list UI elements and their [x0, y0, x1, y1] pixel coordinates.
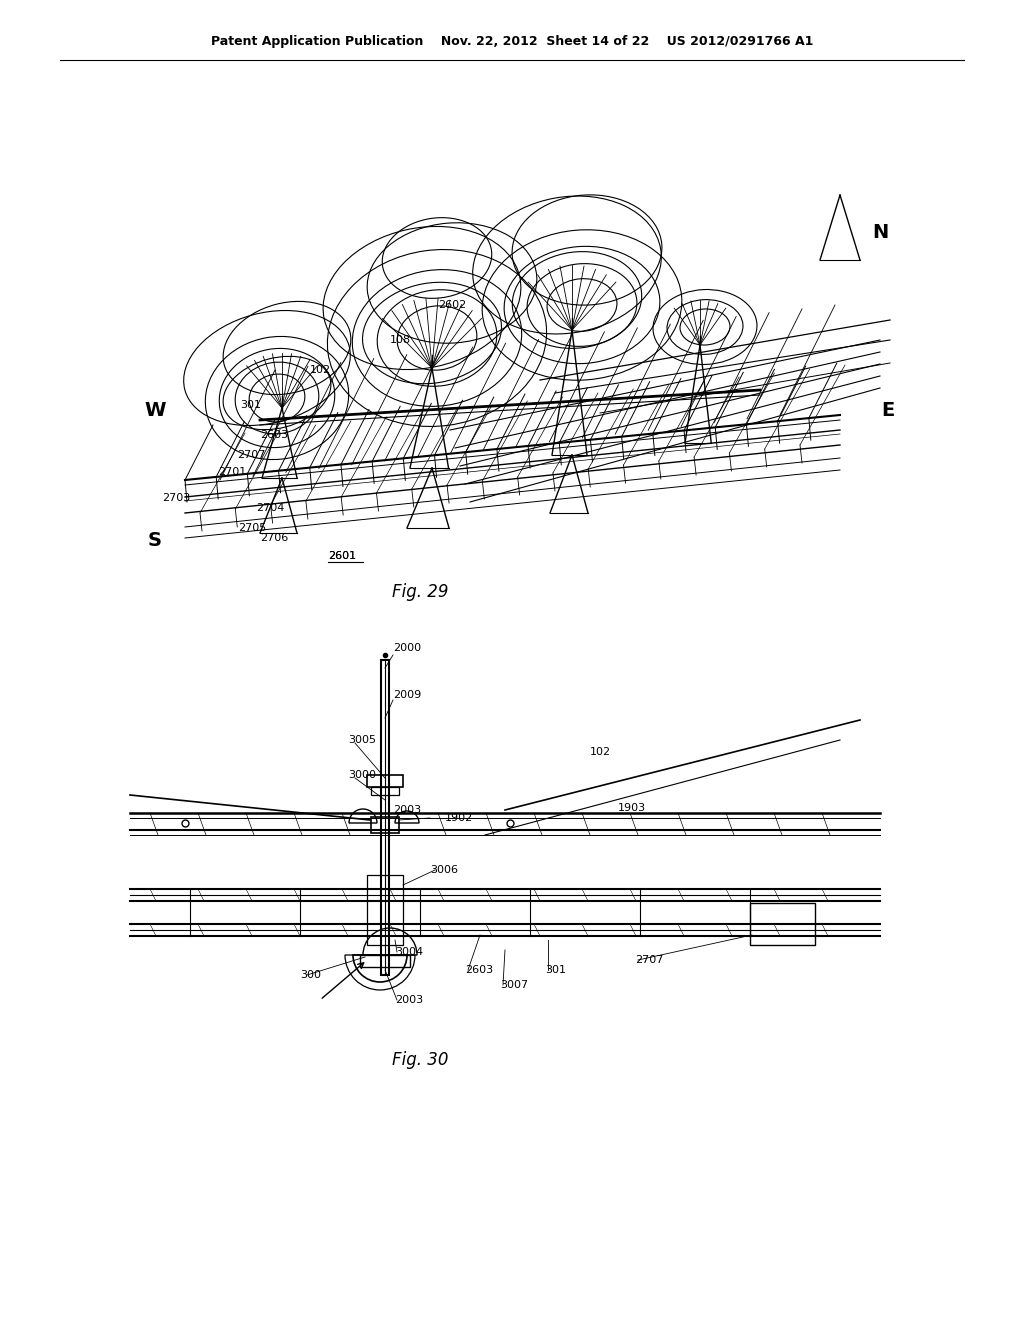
Bar [360, 954, 410, 968]
Text: 2602: 2602 [438, 300, 466, 310]
Bar [371, 787, 399, 795]
Text: 2009: 2009 [393, 690, 421, 700]
Text: 2704: 2704 [256, 503, 285, 513]
Text: 2703: 2703 [162, 492, 190, 503]
Text: 1903: 1903 [618, 803, 646, 813]
Text: 3000: 3000 [348, 770, 376, 780]
Text: Patent Application Publication    Nov. 22, 2012  Sheet 14 of 22    US 2012/02917: Patent Application Publication Nov. 22, … [211, 36, 813, 49]
Bar [381, 660, 389, 975]
Text: 2705: 2705 [238, 523, 266, 533]
Bar [367, 875, 403, 945]
Text: 1902: 1902 [445, 813, 473, 822]
Text: 2601: 2601 [328, 550, 356, 561]
Text: E: E [882, 400, 895, 420]
Text: 2000: 2000 [393, 643, 421, 653]
Text: 2603: 2603 [260, 430, 288, 440]
Text: 102: 102 [590, 747, 611, 756]
Bar [371, 817, 399, 833]
Text: 3004: 3004 [395, 946, 423, 957]
Text: 2601: 2601 [328, 550, 356, 561]
Bar [367, 775, 403, 787]
Text: 3007: 3007 [500, 979, 528, 990]
Text: 300: 300 [300, 970, 321, 979]
Text: 2707: 2707 [237, 450, 265, 459]
Text: 301: 301 [240, 400, 261, 411]
Text: Fig. 29: Fig. 29 [392, 583, 449, 601]
Text: Fig. 30: Fig. 30 [392, 1051, 449, 1069]
Text: W: W [144, 400, 166, 420]
Text: S: S [148, 531, 162, 549]
Text: N: N [871, 223, 888, 243]
Text: 2603: 2603 [465, 965, 494, 975]
Text: 102: 102 [310, 366, 331, 375]
Text: 2707: 2707 [635, 954, 664, 965]
Text: 2706: 2706 [260, 533, 288, 543]
Text: 3005: 3005 [348, 735, 376, 744]
Text: 2003: 2003 [393, 805, 421, 814]
Text: 108: 108 [390, 335, 411, 345]
Text: 3006: 3006 [430, 865, 458, 875]
Text: 2701: 2701 [218, 467, 246, 477]
Text: 301: 301 [545, 965, 566, 975]
Text: 2003: 2003 [395, 995, 423, 1005]
Bar [750, 903, 815, 945]
